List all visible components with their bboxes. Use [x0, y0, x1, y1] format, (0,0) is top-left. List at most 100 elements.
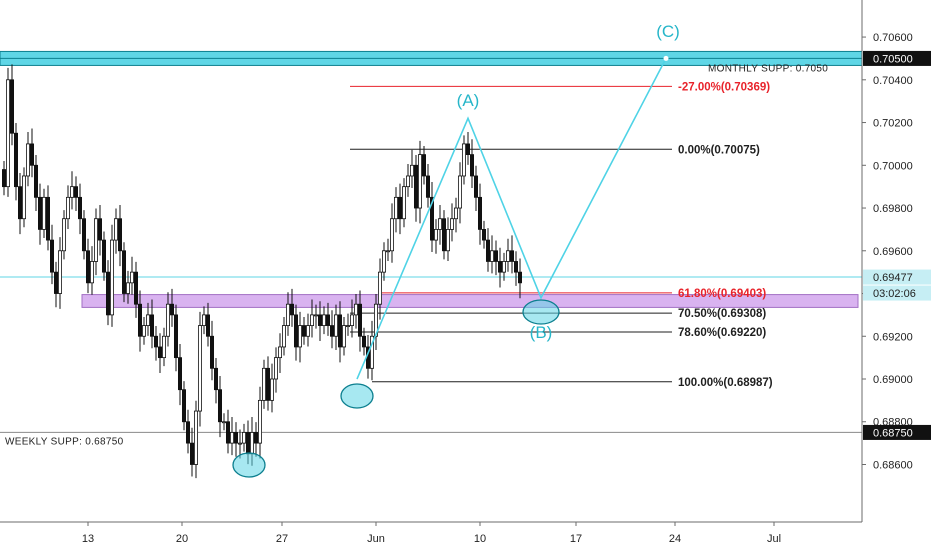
price-tick-label: 0.68600 [873, 459, 913, 471]
candle-body [50, 239, 55, 273]
candle-body [501, 261, 506, 273]
candle-body [114, 218, 119, 241]
weekly-support-tag [863, 424, 931, 440]
price-tick-label: 0.70000 [873, 160, 913, 172]
current-price-tag-label: 0.69477 [873, 272, 913, 284]
candle-body [385, 250, 390, 253]
candle-body [153, 335, 158, 348]
candle-body [46, 196, 51, 241]
candle-body [205, 314, 210, 337]
time-tick-label: 13 [82, 533, 94, 545]
candle-body [505, 250, 510, 262]
candle-body [173, 314, 178, 359]
candle-body [193, 410, 198, 465]
candle-body [34, 164, 39, 198]
candle-body [377, 271, 382, 305]
price-tick-label: 0.69800 [873, 203, 913, 215]
fib-level-label: 0.00%(0.70075) [678, 144, 760, 156]
candle-body [273, 357, 278, 380]
price-tick-label: 0.70600 [873, 32, 913, 44]
candle-body [317, 314, 322, 326]
level-labels: MONTHLY SUPP: 0.7050 WEEKLY SUPP: 0.68750… [5, 22, 828, 447]
candle-body [118, 218, 123, 252]
candle-body [21, 175, 26, 220]
time-tick-label: 24 [669, 533, 681, 545]
candle-body [345, 325, 350, 327]
candle-body [413, 164, 418, 209]
wave-projection [232, 55, 669, 478]
candle-body [137, 303, 142, 337]
candle-body [253, 432, 258, 444]
candle-body [225, 421, 230, 444]
candle-body [86, 250, 91, 284]
candle-body [401, 186, 406, 220]
countdown-label: 03:02:06 [873, 288, 916, 300]
price-tick-label: 0.69200 [873, 331, 913, 343]
candle-body [437, 218, 442, 230]
candle-body [353, 303, 358, 316]
candle-body [518, 271, 523, 284]
candle-body [453, 207, 458, 220]
candle-body [217, 389, 222, 423]
monthly-support-tag-label: 0.70500 [873, 53, 913, 65]
price-tick-label: 0.70400 [873, 75, 913, 87]
fib-level-label: 61.80%(0.69403) [678, 288, 766, 300]
horizontal-levels [0, 50, 863, 433]
candle-body [405, 175, 410, 188]
candle-body [13, 132, 18, 188]
candle-body [98, 218, 103, 241]
candle-body [449, 218, 454, 230]
candle-body [237, 442, 242, 445]
candle-body [38, 196, 43, 230]
candle-body [209, 335, 214, 369]
candle-body [477, 196, 482, 230]
candle-body [509, 250, 514, 262]
candle-body [133, 271, 138, 305]
price-tick-label: 0.69600 [873, 246, 913, 258]
pivot-marker [522, 299, 560, 325]
candle-body [333, 314, 338, 337]
candle-body [309, 314, 314, 326]
candle-body [461, 143, 466, 177]
candle-body [82, 218, 87, 252]
candle-body [445, 229, 450, 252]
time-tick-label: 20 [176, 533, 188, 545]
time-tick-label: 10 [474, 533, 486, 545]
time-tick-label: 27 [276, 533, 288, 545]
time-tick-label: Jun [367, 533, 385, 545]
candle-body [281, 325, 286, 348]
time-axis: 13 20 27 Jun 10 17 24 Jul [0, 521, 862, 545]
monthly-support-label: MONTHLY SUPP: 0.7050 [708, 63, 828, 74]
target-point [663, 55, 669, 61]
candle-body [441, 218, 446, 252]
candle-body [66, 196, 71, 220]
wave-label: (A) [457, 91, 480, 110]
candle-body [169, 303, 174, 316]
candle-body [58, 250, 63, 294]
candle-body [261, 367, 266, 401]
current-price-tag [863, 269, 931, 285]
time-tick-label: Jul [767, 533, 781, 545]
candle-body [78, 196, 83, 220]
candle-body [122, 250, 127, 294]
candle-body [305, 325, 310, 337]
pivot-marker [340, 383, 374, 409]
candle-body [70, 186, 75, 198]
candle-body [313, 314, 318, 317]
candle-body [269, 378, 274, 401]
fib-level-label: 70.50%(0.69308) [678, 308, 766, 320]
candle-body [90, 261, 95, 284]
candle-body [481, 229, 486, 241]
candle-body [393, 196, 398, 220]
candle-body [129, 271, 134, 284]
candle-body [201, 314, 206, 326]
candle-body [29, 143, 34, 166]
candle-body [42, 196, 47, 230]
candle-body [54, 271, 59, 294]
candle-body [157, 346, 162, 359]
candle-body [165, 303, 170, 337]
candle-body [2, 169, 7, 188]
candle-body [425, 175, 430, 198]
candle-body [177, 357, 182, 391]
